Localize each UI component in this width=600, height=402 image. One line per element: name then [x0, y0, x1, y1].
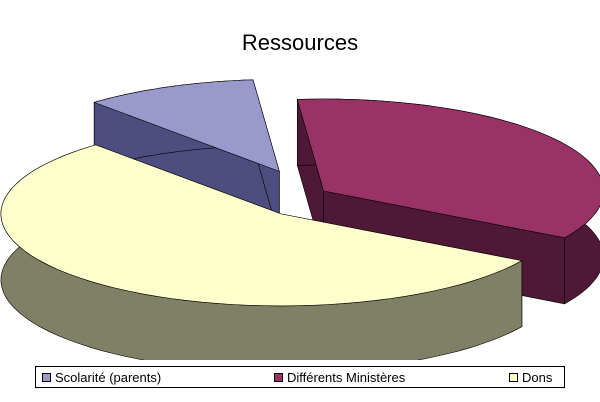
- legend-swatch-dons: [509, 372, 518, 382]
- legend: Scolarité (parents) Différents Ministère…: [35, 366, 565, 388]
- legend-item-ministeres: Différents Ministères: [274, 369, 405, 385]
- pie-chart: [0, 79, 600, 360]
- pie-slice-dons: [0, 144, 523, 360]
- legend-swatch-scolarite: [42, 372, 51, 382]
- legend-item-scolarite: Scolarité (parents): [42, 369, 161, 385]
- legend-label-dons: Dons: [522, 369, 553, 385]
- legend-item-dons: Dons: [509, 369, 552, 385]
- legend-label-ministeres: Différents Ministères: [287, 369, 406, 385]
- chart-title: Ressources: [241, 30, 359, 55]
- legend-swatch-ministeres: [274, 372, 283, 382]
- legend-label-scolarite: Scolarité (parents): [55, 369, 162, 385]
